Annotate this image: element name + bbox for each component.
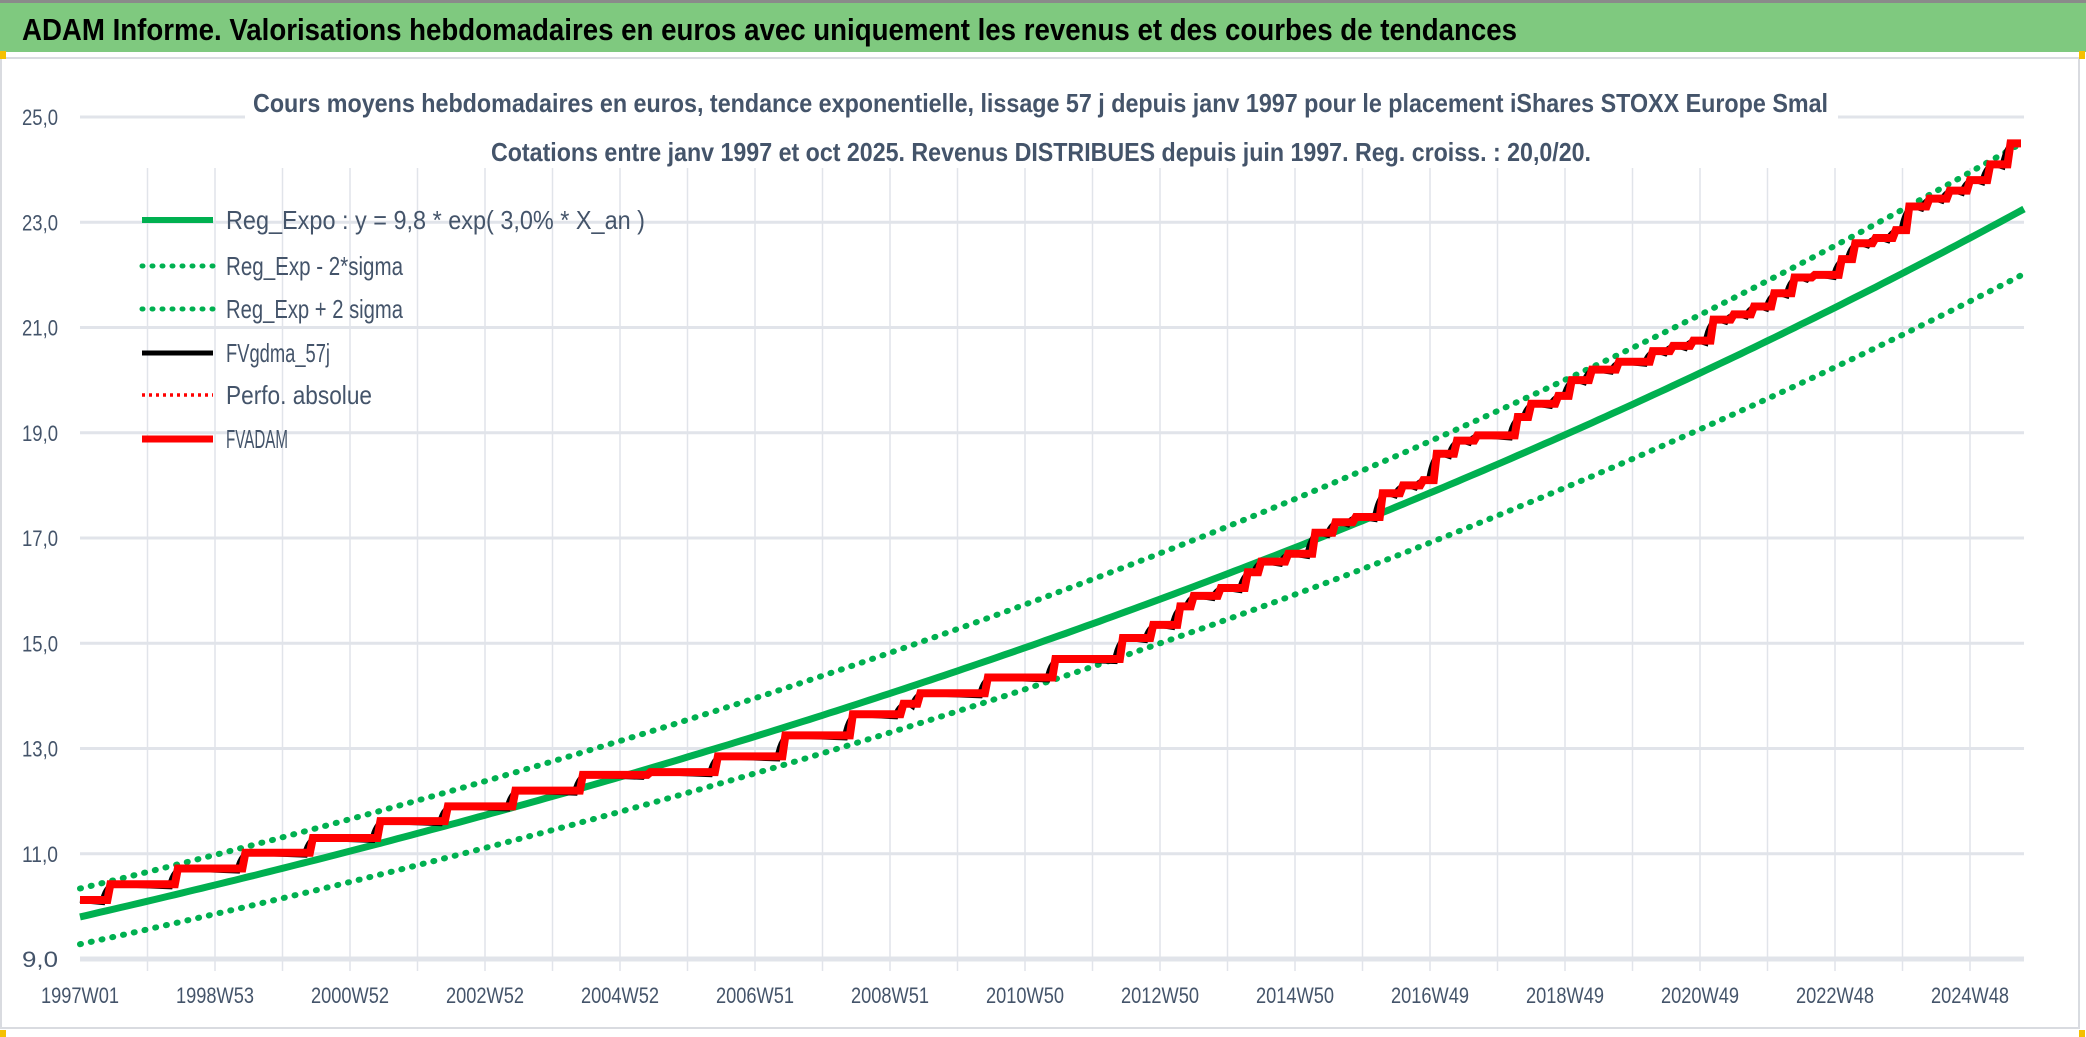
series: [77, 138, 2027, 948]
legend-label: FVADAM: [226, 424, 288, 454]
legend-item: FVgdma_57j: [142, 338, 330, 368]
legend-label: Reg_Exp - 2*sigma: [226, 251, 403, 281]
legend-label: Perfo. absolue: [226, 380, 372, 410]
x-tick-label: 2018W49: [1526, 983, 1604, 1008]
y-tick-label: 21,0: [22, 316, 58, 341]
header-title: ADAM Informe. Valorisations hebdomadaire…: [22, 12, 1517, 47]
selection-handle: [2079, 51, 2085, 59]
x-tick-label: 1998W53: [176, 983, 254, 1008]
reg-expo-line: [79, 205, 2026, 921]
x-tick-label: 2008W51: [851, 983, 929, 1008]
header-bar: [0, 0, 2086, 52]
y-tick-label: 19,0: [22, 421, 58, 446]
legend-item: Perfo. absolue: [142, 380, 372, 410]
x-tick-label: 2002W52: [446, 983, 524, 1008]
y-tick-label: 15,0: [22, 631, 58, 656]
x-tick-label: 2016W49: [1391, 983, 1469, 1008]
y-tick-label: 25,0: [22, 105, 58, 130]
y-tick-label: 17,0: [22, 526, 58, 551]
legend-label: FVgdma_57j: [226, 338, 330, 368]
selection-handle: [2079, 1030, 2085, 1037]
legend-item: Reg_Exp - 2*sigma: [139, 251, 403, 281]
legend-item: Reg_Exp + 2 sigma: [139, 294, 403, 324]
header-top-border: [0, 0, 2086, 3]
x-tick-label: 2024W48: [1931, 983, 2009, 1008]
selection-handle: [0, 51, 6, 59]
legend-label: Reg_Exp + 2 sigma: [226, 294, 403, 324]
x-tick-label: 2022W48: [1796, 983, 1874, 1008]
legend-label: Reg_Expo : y = 9,8 * exp( 3,0% * X_an ): [226, 205, 645, 235]
legend-item: Reg_Expo : y = 9,8 * exp( 3,0% * X_an ): [142, 205, 645, 235]
legend-item: FVADAM: [142, 424, 288, 454]
x-tick-label: 2000W52: [311, 983, 389, 1008]
y-tick-label: 9,0: [22, 947, 58, 972]
x-tick-label: 2020W49: [1661, 983, 1739, 1008]
x-tick-label: 1997W01: [41, 983, 119, 1008]
fvadam-line: [80, 139, 2021, 905]
chart-title-line-1: Cours moyens hebdomadaires en euros, ten…: [253, 88, 1828, 118]
legend: Reg_Expo : y = 9,8 * exp( 3,0% * X_an ) R…: [139, 205, 645, 454]
y-tick-label: 11,0: [22, 842, 58, 867]
x-tick-label: 2006W51: [716, 983, 794, 1008]
chart-area-border: [0, 57, 2080, 1029]
selection-handle: [0, 1030, 6, 1037]
x-tick-label: 2012W50: [1121, 983, 1199, 1008]
y-tick-label: 23,0: [22, 210, 58, 235]
chart-title-line-2: Cotations entre janv 1997 et oct 2025. R…: [491, 137, 1591, 167]
axis-labels: 9,0 11,0 13,0 15,0 17,0 19,0 21,0 23,0 25,0 1997W…: [22, 105, 2009, 1008]
x-tick-label: 2004W52: [581, 983, 659, 1008]
reg-minus-2sigma-line: [77, 270, 2027, 948]
x-tick-label: 2014W50: [1256, 983, 1334, 1008]
y-tick-label: 13,0: [22, 737, 58, 762]
x-tick-label: 2010W50: [986, 983, 1064, 1008]
